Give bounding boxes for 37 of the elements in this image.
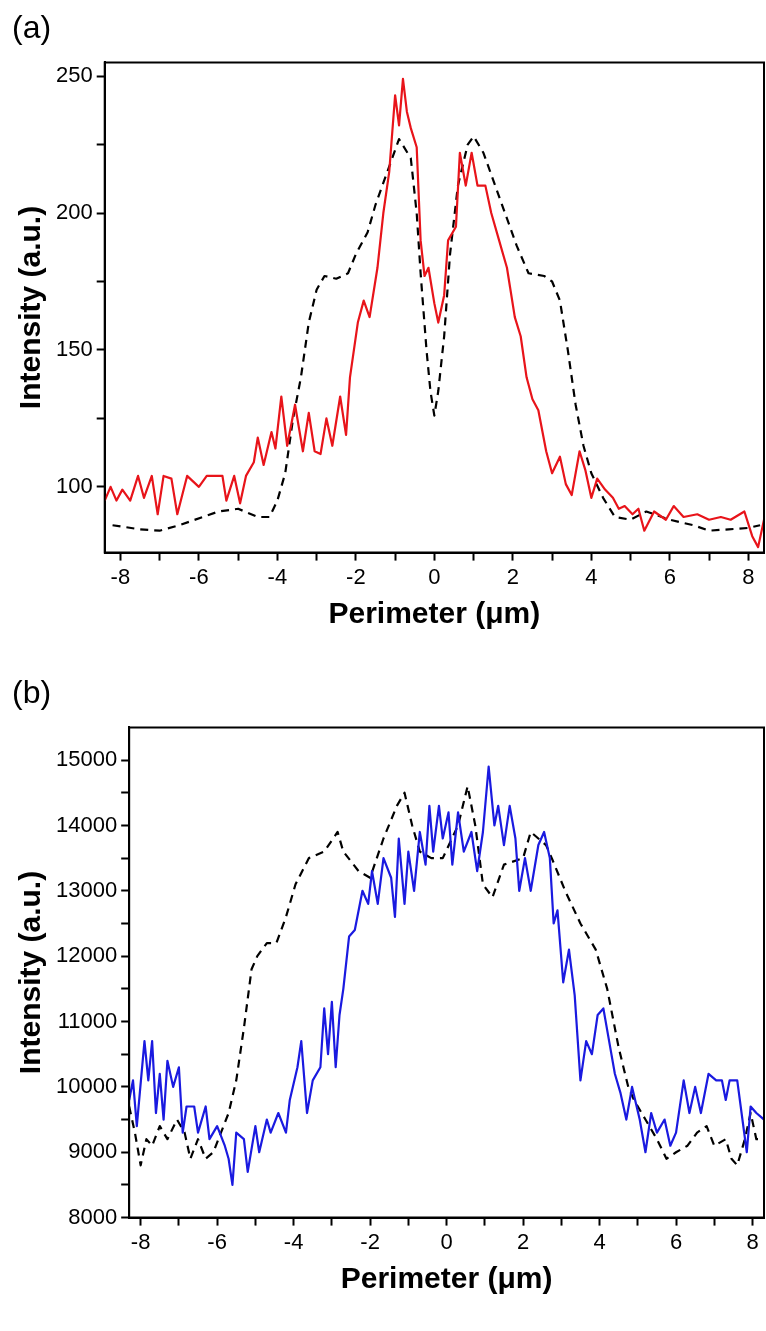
y-tick-label: 150 [55,336,93,362]
y-tick-label: 10000 [55,1072,118,1098]
y-axis-title: Intensity (a.u.) [13,205,47,410]
y-tick-label: 250 [55,62,93,88]
x-tick-label: 2 [506,563,519,589]
x-tick-label: -6 [189,563,209,589]
x-axis-title: Perimeter (μm) [328,596,541,630]
x-axis-title: Perimeter (μm) [340,1261,553,1295]
x-tick-label: 4 [585,563,598,589]
y-tick-label: 9000 [68,1138,118,1164]
x-tick-label: 6 [669,1228,683,1254]
chart-title: (a) [12,9,52,46]
line-series [111,135,762,532]
y-tick-label: 14000 [55,811,118,837]
y-tick-label: 100 [55,472,93,498]
y-tick-label: 11000 [57,1007,118,1033]
y-tick-label: 200 [55,199,93,225]
x-tick-label: 6 [663,563,676,589]
chart-title: (b) [12,674,52,711]
x-tick-label: -4 [267,563,288,589]
x-tick-label: -6 [207,1228,227,1254]
x-tick-label: 0 [428,563,441,589]
x-tick-label: 8 [746,1228,759,1254]
x-tick-label: 2 [516,1228,530,1254]
x-tick-label: -8 [110,563,131,589]
y-axis-title: Intensity (a.u.) [13,870,47,1075]
x-tick-label: -4 [283,1228,304,1254]
x-tick-label: 0 [440,1228,453,1254]
y-tick-label: 12000 [55,942,118,968]
y-tick-label: 8000 [68,1203,118,1229]
x-tick-label: -8 [130,1228,151,1254]
x-tick-label: 8 [742,563,755,589]
y-tick-label: 13000 [55,876,118,902]
x-tick-label: -2 [346,563,366,589]
x-tick-label: 4 [593,1228,606,1254]
x-tick-label: -2 [360,1228,380,1254]
y-tick-label: 15000 [55,746,118,772]
